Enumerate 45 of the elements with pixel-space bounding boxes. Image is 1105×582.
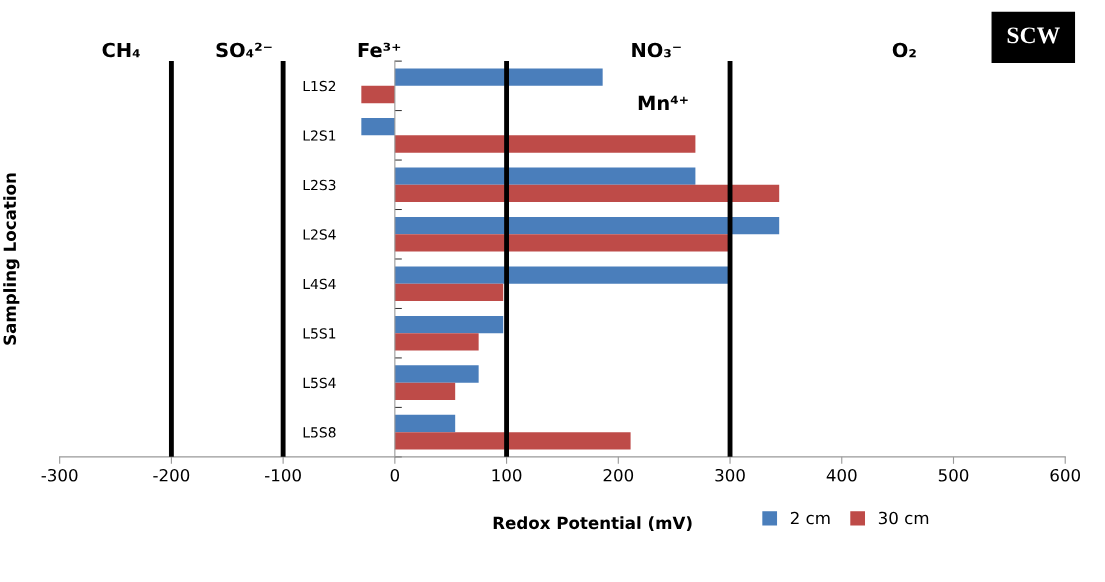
text: SO₄²⁻: [216, 42, 272, 58]
bar: [394, 333, 479, 351]
annotation: Mn⁴⁺: [638, 95, 688, 111]
x-tick-label: 100: [492, 468, 522, 482]
x-axis-title: Redox Potential (mV): [493, 516, 692, 532]
y-tick-label: L1S2: [303, 80, 336, 92]
text: CH₄: [102, 42, 140, 58]
y-axis-title: Sampling Location: [3, 173, 20, 345]
bar: [394, 184, 780, 203]
x-tick-label: 600: [1050, 468, 1081, 482]
bar: [394, 365, 479, 383]
bar: [394, 432, 631, 450]
bar: [394, 167, 696, 185]
bar: [394, 382, 456, 400]
y-tick-label: L2S4: [303, 229, 336, 240]
bar: [361, 85, 395, 104]
bar: [394, 68, 603, 86]
y-tick-label: L2S1: [303, 130, 336, 141]
y-tick-label: L4S4: [303, 278, 336, 290]
text: NO₃⁻: [632, 42, 681, 58]
x-tick-label: 0: [390, 468, 400, 482]
x-tick-label: 200: [603, 468, 634, 482]
x-tick-label: 500: [938, 468, 969, 482]
legend-label: 2 cm: [790, 511, 830, 525]
x-tick-label: 300: [715, 468, 745, 482]
text: O₂: [892, 42, 916, 58]
bar: [394, 283, 504, 302]
text: Fe³⁺: [358, 42, 401, 58]
x-tick-label: -300: [41, 468, 78, 482]
bar: [394, 315, 504, 334]
bar: [394, 216, 780, 235]
bar: [361, 118, 395, 136]
x-tick-label: -100: [265, 468, 301, 482]
chart-title: SCW: [1007, 27, 1060, 44]
bar: [394, 234, 731, 252]
y-tick-label: L5S1: [303, 328, 336, 339]
bar: [394, 266, 731, 284]
bar: [394, 135, 696, 153]
y-tick-label: L5S8: [303, 427, 336, 438]
x-tick-label: 400: [826, 468, 857, 482]
legend-label: 30 cm: [878, 511, 929, 525]
y-tick-label: L2S3: [303, 179, 336, 191]
y-tick-label: L5S4: [303, 377, 336, 389]
bar: [394, 414, 456, 433]
x-tick-label: -200: [153, 468, 190, 482]
